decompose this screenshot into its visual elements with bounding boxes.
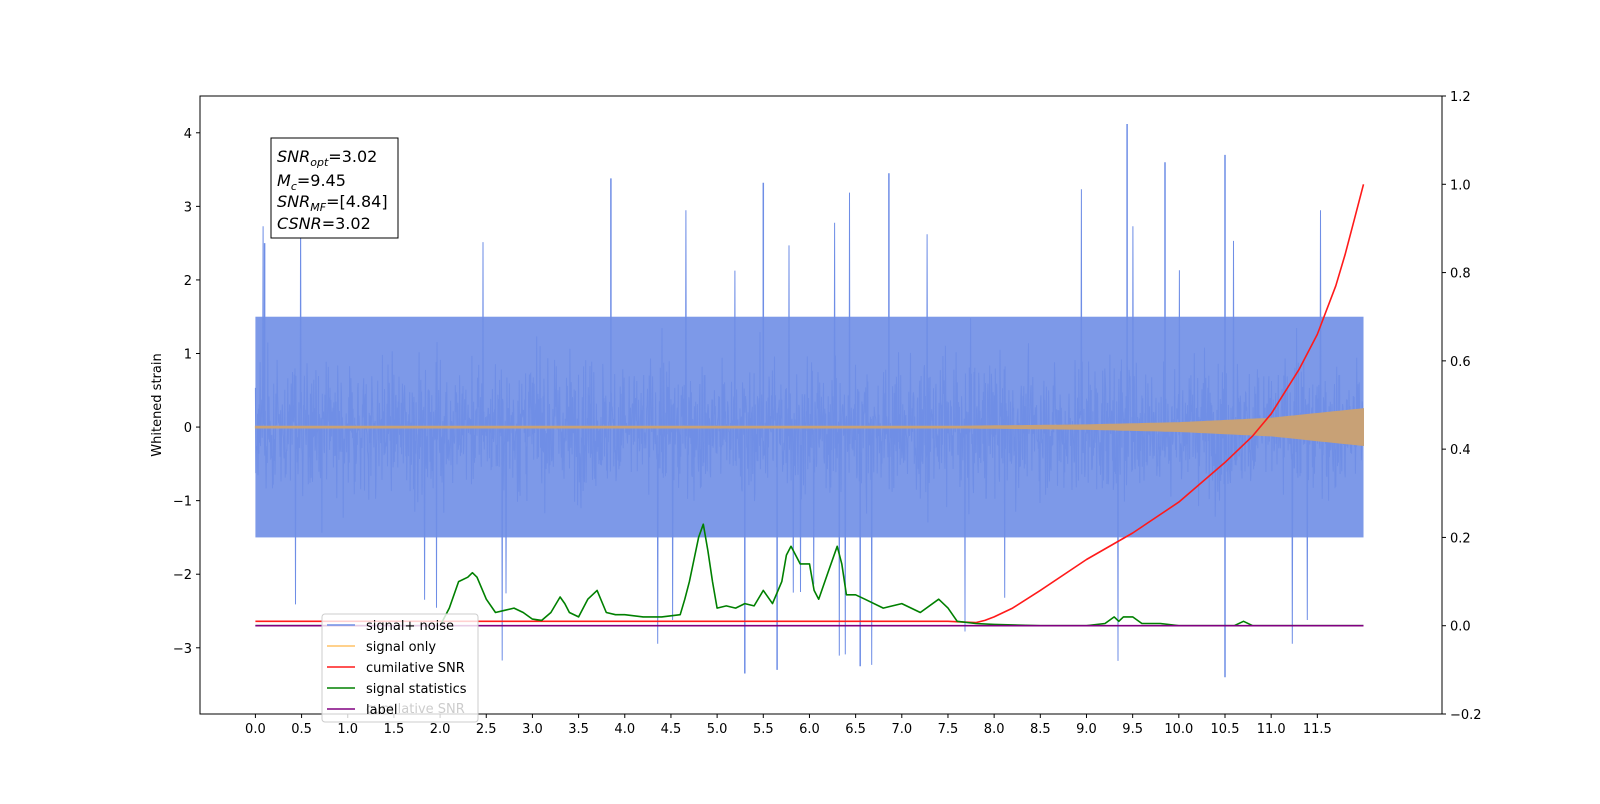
x-tick-label: 0.5 bbox=[291, 722, 312, 737]
x-tick-label: 5.0 bbox=[707, 722, 728, 737]
legend-frame bbox=[321, 613, 479, 723]
legend-label-signal-only: signal only bbox=[366, 640, 436, 655]
x-tick-label: 8.0 bbox=[984, 722, 1005, 737]
annotation-box: SNRopt=3.02 Mc=9.45 SNRMF=[4.84] CSNR=3.… bbox=[270, 137, 399, 239]
y-tick-label: −2 bbox=[173, 568, 192, 583]
legend-label-cumulative-snr: cumilative SNR bbox=[366, 661, 465, 676]
x-tick-label: 11.5 bbox=[1303, 722, 1332, 737]
y-tick-label: 3 bbox=[184, 200, 192, 215]
legend-label-signal-noise: signal+ noise bbox=[366, 619, 454, 634]
x-axis: 0.0 0.5 1.0 1.5 2.0 2.5 3.0 3.5 4.0 4.5 5.0 5.5 6.0 6… bbox=[245, 714, 1332, 737]
plot-frame bbox=[199, 95, 1443, 715]
y2-tick-label: −0.2 bbox=[1450, 708, 1482, 723]
y2-tick-label: 0.4 bbox=[1450, 443, 1471, 458]
series-signal-statistics bbox=[255, 523, 1364, 627]
legend-label-label: label bbox=[366, 703, 397, 718]
series-signal-noise-peaks bbox=[263, 124, 1226, 678]
y-axis-label: Whitened strain bbox=[150, 353, 165, 456]
y-axis-left: −3 −2 −1 0 1 2 3 4 bbox=[173, 127, 200, 657]
x-tick-label: 3.5 bbox=[568, 722, 589, 737]
y-tick-label: 4 bbox=[184, 127, 192, 142]
y-tick-label: 2 bbox=[184, 274, 192, 289]
x-tick-label: 5.5 bbox=[753, 722, 774, 737]
series-signal-noise bbox=[254, 189, 1364, 665]
y-tick-label: −1 bbox=[173, 495, 192, 510]
y-tick-label: 1 bbox=[184, 348, 192, 363]
legend: cumilative SNR signal+ noise signal only… bbox=[321, 613, 479, 723]
x-tick-label: 10.0 bbox=[1164, 722, 1193, 737]
y2-tick-label: 1.0 bbox=[1450, 178, 1471, 193]
series-cumilative-snr bbox=[255, 184, 1365, 624]
y-axis-right: −0.2 0.0 0.2 0.4 0.6 0.8 1.0 1.2 bbox=[1442, 90, 1482, 723]
x-tick-label: 6.0 bbox=[799, 722, 820, 737]
y-tick-label: −3 bbox=[173, 642, 192, 657]
x-tick-label: 4.0 bbox=[614, 722, 635, 737]
y2-tick-label: 0.2 bbox=[1450, 531, 1471, 546]
annotation-line-1: SNRopt=3.02 bbox=[277, 147, 377, 169]
x-tick-label: 10.5 bbox=[1211, 722, 1240, 737]
x-tick-label: 9.0 bbox=[1076, 722, 1097, 737]
x-tick-label: 0.0 bbox=[245, 722, 266, 737]
x-tick-label: 7.5 bbox=[938, 722, 959, 737]
x-tick-label: 2.5 bbox=[476, 722, 497, 737]
y-tick-label: 0 bbox=[184, 421, 192, 436]
y2-tick-label: 1.2 bbox=[1450, 90, 1471, 105]
x-tick-label: 7.0 bbox=[891, 722, 912, 737]
series-signal-only bbox=[254, 408, 1364, 447]
annotation-line-3: SNRMF=[4.84] bbox=[277, 192, 388, 214]
y2-tick-label: 0.0 bbox=[1450, 620, 1471, 635]
x-tick-label: 6.5 bbox=[845, 722, 866, 737]
y2-tick-label: 0.8 bbox=[1450, 267, 1471, 282]
annotation-line-4: CSNR=3.02 bbox=[277, 214, 371, 233]
x-tick-label: 1.0 bbox=[337, 722, 358, 737]
x-tick-label: 4.5 bbox=[661, 722, 682, 737]
x-tick-label: 9.5 bbox=[1122, 722, 1143, 737]
x-tick-label: 3.0 bbox=[522, 722, 543, 737]
annotation-line-2: Mc=9.45 bbox=[277, 171, 346, 193]
x-tick-label: 8.5 bbox=[1030, 722, 1051, 737]
x-tick-label: 1.5 bbox=[384, 722, 405, 737]
legend-ghost-label: cumilative SNR bbox=[366, 702, 465, 717]
legend-label-signal-statistics: signal statistics bbox=[366, 682, 467, 697]
x-tick-label: 2.0 bbox=[430, 722, 451, 737]
y2-tick-label: 0.6 bbox=[1450, 355, 1471, 370]
x-tick-label: 11.0 bbox=[1257, 722, 1286, 737]
